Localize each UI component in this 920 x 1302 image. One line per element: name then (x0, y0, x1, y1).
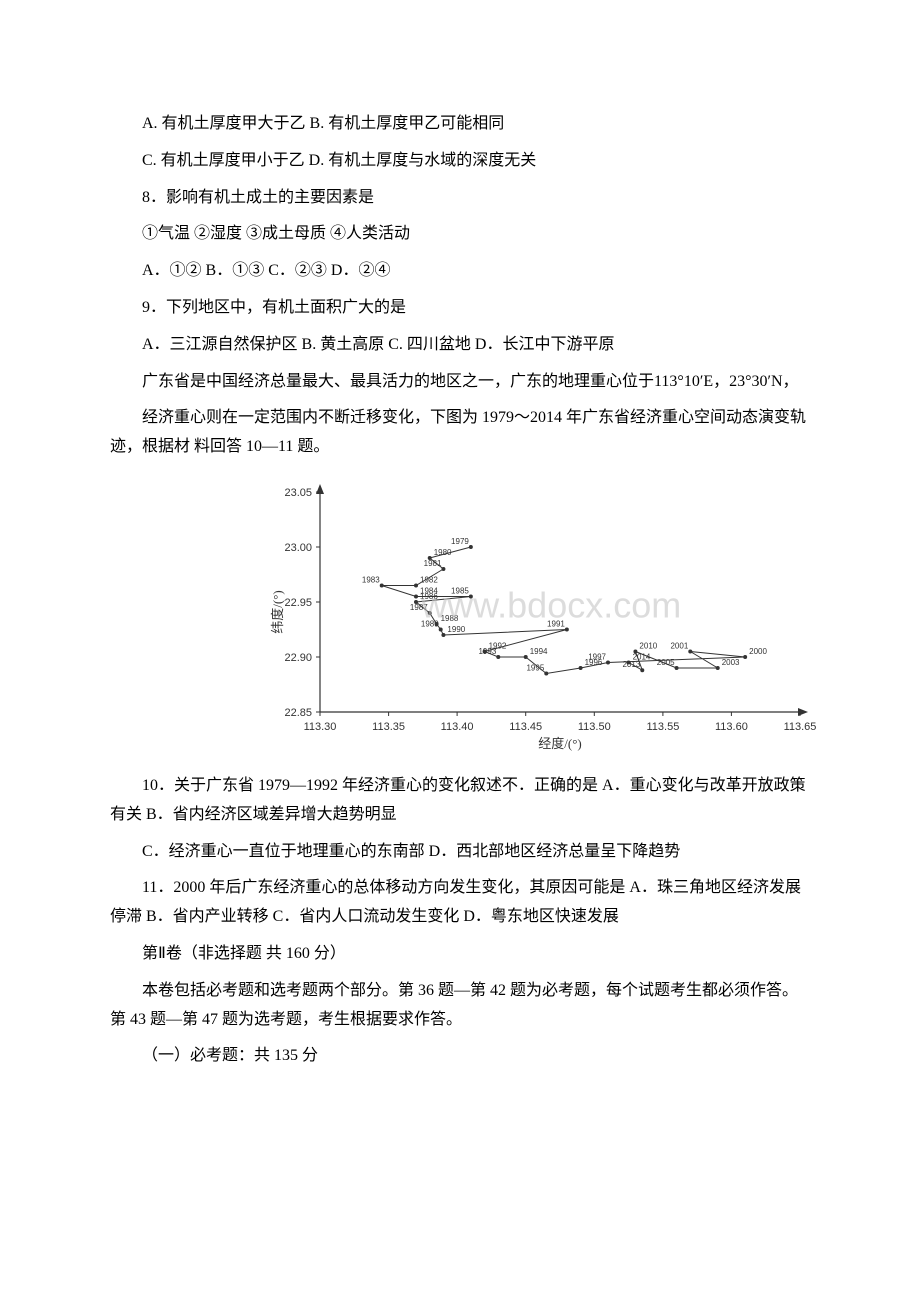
point-label: 1980 (434, 548, 452, 557)
x-ticks: 113.30 113.35 113.40 113.45 113.50 113.5… (304, 712, 817, 733)
section-2-instructions: 本卷包括必考题和选考题两个部分。第 36 题—第 42 题为必考题，每个试题考生… (110, 977, 810, 1035)
svg-text:113.35: 113.35 (372, 721, 405, 733)
point-label: 1994 (530, 647, 548, 656)
svg-text:113.65: 113.65 (784, 721, 817, 733)
data-point (428, 611, 432, 615)
point-label: 2000 (749, 647, 767, 656)
point-label: 2010 (639, 641, 657, 650)
data-point (469, 594, 473, 598)
question-11: 11．2000 年后广东经济重心的总体移动方向发生变化，其原因可能是 A．珠三角… (110, 874, 810, 932)
question-10-options-cd: C．经济重心一直位于地理重心的东南部 D．西北部地区经济总量呈下降趋势 (110, 838, 810, 867)
point-label: 2003 (722, 658, 740, 667)
data-point (565, 627, 569, 631)
chart-svg: 22.85 22.90 22.95 23.00 23.05 113.30 113… (260, 472, 820, 752)
data-point (441, 567, 445, 571)
required-questions-header: （一）必考题：共 135 分 (110, 1042, 810, 1071)
question-9-options: A．三江源自然保护区 B. 黄土高原 C. 四川盆地 D．长江中下游平原 (110, 331, 810, 360)
point-label: 1982 (420, 575, 438, 584)
data-point (414, 583, 418, 587)
point-label: 1986 (420, 592, 438, 601)
y-ticks: 22.85 22.90 22.95 23.00 23.05 (284, 487, 320, 719)
svg-text:23.05: 23.05 (284, 487, 312, 499)
point-label: 1979 (451, 537, 469, 546)
svg-text:113.50: 113.50 (578, 721, 611, 733)
data-point (640, 668, 644, 672)
point-label: 2014 (633, 652, 651, 661)
point-label: 2013 (622, 660, 640, 669)
data-point (544, 671, 548, 675)
point-label: 1991 (547, 619, 565, 628)
data-point (524, 655, 528, 659)
svg-text:22.90: 22.90 (284, 652, 312, 664)
passage-intro-2: 经济重心则在一定范围内不断迁移变化，下图为 1979～2014 年广东省经济重心… (110, 404, 810, 462)
data-point (743, 655, 747, 659)
svg-text:113.45: 113.45 (509, 721, 542, 733)
data-point (441, 633, 445, 637)
point-label: 1983 (362, 575, 380, 584)
svg-text:113.40: 113.40 (441, 721, 474, 733)
question-8: 8．影响有机土成土的主要因素是 (110, 184, 810, 213)
section-2-header: 第Ⅱ卷（非选择题 共 160 分） (110, 940, 810, 969)
passage-intro-1: 广东省是中国经济总量最大、最具活力的地区之一，广东的地理重心位于113°10′E… (110, 368, 810, 397)
svg-text:22.85: 22.85 (284, 707, 312, 719)
svg-text:22.95: 22.95 (284, 597, 312, 609)
y-axis-label: 纬度/(°) (270, 590, 285, 633)
svg-text:23.00: 23.00 (284, 542, 312, 554)
point-label: 1987 (410, 603, 428, 612)
question-8-options: A．①② B．①③ C．②③ D．②④ (110, 257, 810, 286)
point-label: 1988 (441, 614, 459, 623)
point-label: 1997 (588, 652, 606, 661)
point-label: 1995 (526, 663, 544, 672)
point-label: 2005 (657, 658, 675, 667)
point-label: 1990 (447, 625, 465, 634)
question-10: 10．关于广东省 1979—1992 年经济重心的变化叙述不．正确的是 A．重心… (110, 772, 810, 830)
economic-centroid-chart: 22.85 22.90 22.95 23.00 23.05 113.30 113… (260, 472, 820, 752)
svg-text:113.55: 113.55 (646, 721, 679, 733)
point-label: 2001 (670, 641, 688, 650)
data-point (414, 594, 418, 598)
data-point (606, 660, 610, 664)
data-point (496, 655, 500, 659)
svg-text:113.60: 113.60 (715, 721, 748, 733)
data-point (579, 666, 583, 670)
point-label: 1985 (451, 586, 469, 595)
svg-text:113.30: 113.30 (304, 721, 337, 733)
point-label: 1981 (424, 559, 442, 568)
x-axis-label: 经度/(°) (538, 736, 581, 751)
data-point (469, 545, 473, 549)
point-label: 1993 (478, 647, 496, 656)
data-point (675, 666, 679, 670)
point-label: 1989 (421, 619, 439, 628)
question-8-items: ①气温 ②湿度 ③成土母质 ④人类活动 (110, 220, 810, 249)
chart-point-labels: 1979198019811982198319841985198619871988… (362, 537, 768, 673)
question-9: 9．下列地区中，有机土面积广大的是 (110, 294, 810, 323)
data-point (716, 666, 720, 670)
data-point (688, 649, 692, 653)
option-text-q7-ab: A. 有机土厚度甲大于乙 B. 有机土厚度甲乙可能相同 (110, 110, 810, 139)
data-point (439, 627, 443, 631)
option-text-q7-cd: C. 有机土厚度甲小于乙 D. 有机土厚度与水域的深度无关 (110, 147, 810, 176)
data-point (380, 583, 384, 587)
